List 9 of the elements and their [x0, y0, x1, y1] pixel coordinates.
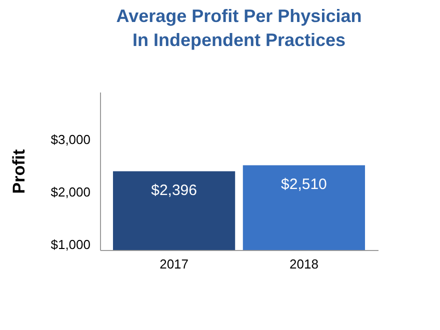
- y-tick-label: $1,000: [50, 237, 90, 252]
- x-tick-label: 2017: [160, 256, 189, 272]
- y-tick-label: $2,000: [50, 184, 90, 200]
- x-tick-label: 2018: [289, 256, 318, 272]
- data-label: $2,510: [281, 176, 327, 194]
- y-tick-label: $3,000: [50, 132, 90, 147]
- chart-title: Average Profit Per Physician In Independent Practices: [116, 6, 362, 50]
- data-label: $2,396: [151, 182, 197, 200]
- y-axis-title: Profit: [10, 148, 29, 194]
